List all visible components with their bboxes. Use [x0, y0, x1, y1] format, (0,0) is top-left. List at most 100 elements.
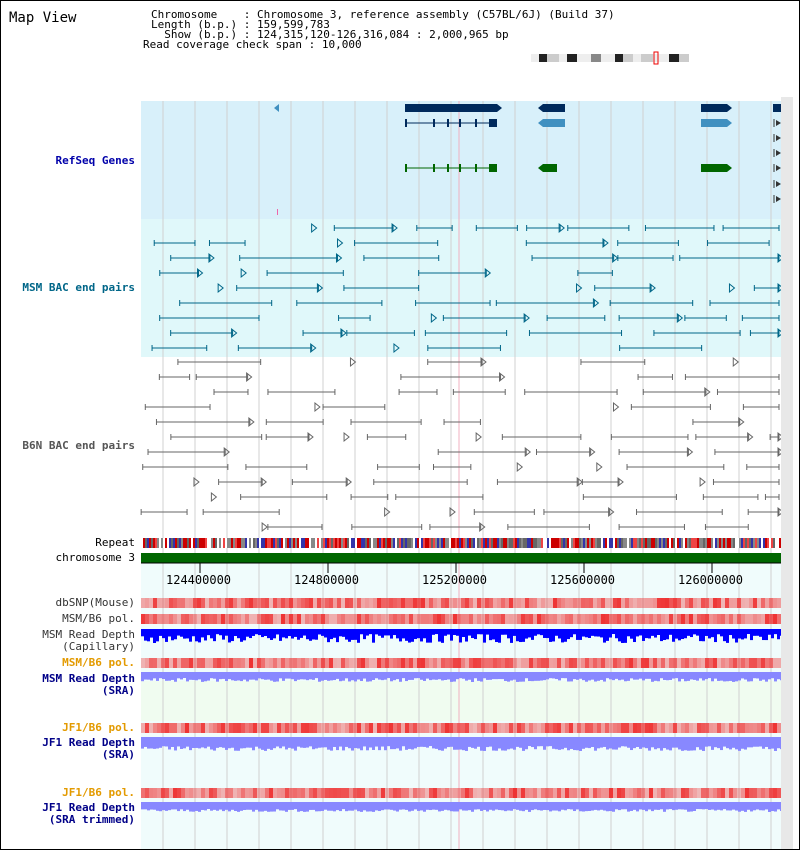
vertical-scrollbar[interactable]: [781, 97, 793, 849]
b6n-bac-end-arrow: [777, 506, 784, 518]
gene-exon: [495, 164, 497, 172]
jf1-b6-pol-heat-cell: [717, 723, 721, 733]
jf1-trimmed-depth-bar: [609, 802, 612, 812]
jf1-read-depth-sra-sub: (SRA): [101, 748, 135, 761]
msm-b6-pol-heat-cell: [337, 614, 341, 624]
msm-sra-depth-bar: [213, 672, 216, 679]
msm-sra-depth-bar: [303, 672, 306, 680]
repeat-segment: [189, 538, 191, 548]
repeat-segment: [217, 538, 219, 548]
jf1-b6-pol-heat-cell: [357, 788, 361, 798]
jf1-b6-pol-heat-cell: [173, 788, 177, 798]
msm-bac-label[interactable]: MSM BAC end pairs: [22, 281, 135, 294]
jf1-read-depth-trim-label[interactable]: JF1 Read Depth: [42, 801, 135, 814]
jf1-sra-depth-bar: [363, 737, 366, 747]
jf1-b6-pol-heat-cell: [661, 723, 665, 733]
jf1-sra-depth-bar: [579, 737, 582, 751]
jf1-sra-depth-bar: [402, 737, 405, 747]
repeat-segment: [625, 538, 627, 548]
msm-b6-pol-heat-cell: [593, 614, 597, 624]
msm-sra-depth-bar: [468, 672, 471, 680]
jf1-b6-pol-heat-cell: [749, 723, 753, 733]
msm-sra-depth-bar: [372, 672, 375, 681]
jf1-sra-depth-bar: [405, 737, 408, 750]
jf1-trimmed-depth-bar: [267, 802, 270, 812]
repeat-segment: [303, 538, 305, 548]
msm-b6-pol-heat-cell: [665, 658, 669, 668]
msm-sra-depth-bar: [174, 672, 177, 682]
msm-read-depth-sra-label[interactable]: MSM Read Depth: [42, 672, 135, 685]
jf1-b6-pol-heat-cell: [605, 723, 609, 733]
msm-b6-pol-heat-cell: [601, 658, 605, 668]
dbsnp-heat-cell: [701, 598, 705, 608]
refseq-genes-label[interactable]: RefSeq Genes: [55, 154, 135, 167]
ideogram-band: [669, 54, 679, 62]
jf1-b6-pol-heat-cell: [537, 723, 541, 733]
msm-b6-pol-heat-cell: [437, 658, 441, 668]
msm-capillary-depth-bar: [237, 629, 240, 639]
jf1-b6-pol-heat-cell: [521, 788, 525, 798]
jf1-b6-pol-heat-cell: [189, 723, 193, 733]
jf1-trimmed-depth-bar: [408, 802, 411, 812]
jf1-b6-pol-label-1[interactable]: JF1/B6 pol.: [62, 721, 135, 734]
repeat-segment: [547, 538, 549, 548]
dbsnp-heat-cell: [393, 598, 397, 608]
msm-b6-pol-heat-cell: [425, 658, 429, 668]
jf1-b6-pol-heat-cell: [553, 723, 557, 733]
jf1-trimmed-depth-bar: [774, 802, 777, 812]
dbsnp-heat-cell: [717, 598, 721, 608]
repeat-segment: [477, 538, 479, 548]
jf1-read-depth-sra-label[interactable]: JF1 Read Depth: [42, 736, 135, 749]
dbsnp-heat-cell: [545, 598, 549, 608]
jf1-b6-pol-heat-cell: [477, 723, 481, 733]
msm-b6-pol-heat-cell: [429, 658, 433, 668]
msm-capillary-depth-bar: [741, 629, 744, 640]
msm-sra-depth-bar: [750, 672, 753, 682]
jf1-b6-pol-label-2[interactable]: JF1/B6 pol.: [62, 786, 135, 799]
msm-b6-pol-heat-cell: [697, 614, 701, 624]
jf1-b6-pol-heat-cell: [673, 788, 677, 798]
repeat-label[interactable]: Repeat: [95, 536, 135, 549]
msm-capillary-depth-bar: [579, 629, 582, 640]
dbsnp-heat-cell: [601, 598, 605, 608]
msm-b6-pol-label-1[interactable]: MSM/B6 pol.: [62, 612, 135, 625]
jf1-sra-depth-bar: [558, 737, 561, 750]
repeat-segment: [705, 538, 707, 548]
msm-capillary-depth-bar: [573, 629, 576, 635]
jf1-b6-pol-heat-cell: [477, 788, 481, 798]
jf1-b6-pol-heat-cell: [421, 723, 425, 733]
jf1-b6-pol-heat-cell: [745, 723, 749, 733]
repeat-segment: [327, 538, 329, 548]
jf1-trimmed-depth-bar: [741, 802, 744, 811]
jf1-b6-pol-heat-cell: [205, 723, 209, 733]
b6n-bac-label[interactable]: B6N BAC end pairs: [22, 439, 135, 452]
msm-b6-pol-heat-cell: [677, 614, 681, 624]
dbsnp-heat-cell: [637, 598, 641, 608]
repeat-segment: [435, 538, 437, 548]
jf1-b6-pol-heat-cell: [549, 788, 553, 798]
msm-b6-pol-label-2[interactable]: MSM/B6 pol.: [62, 656, 135, 669]
repeat-segment: [353, 538, 355, 548]
repeat-segment: [393, 538, 395, 548]
jf1-b6-pol-heat-cell: [421, 788, 425, 798]
msm-b6-pol-heat-cell: [193, 658, 197, 668]
dbsnp-label[interactable]: dbSNP(Mouse): [55, 596, 135, 609]
jf1-b6-pol-heat-cell: [469, 723, 473, 733]
msm-read-depth-cap-label[interactable]: MSM Read Depth: [42, 628, 135, 641]
jf1-trimmed-depth-bar: [726, 802, 729, 811]
jf1-sra-depth-bar: [180, 737, 183, 749]
msm-sra-depth-bar: [366, 672, 369, 682]
repeat-segment: [225, 538, 227, 548]
jf1-trimmed-depth-bar: [372, 802, 375, 812]
chromosome-track-label[interactable]: chromosome 3: [55, 551, 135, 564]
jf1-b6-pol-heat-cell: [585, 788, 589, 798]
jf1-b6-pol-heat-cell: [737, 723, 741, 733]
msm-sra-depth-bar: [738, 672, 741, 681]
msm-sra-depth-bar: [279, 672, 282, 679]
jf1-sra-depth-bar: [699, 737, 702, 750]
repeat-segment: [249, 538, 251, 548]
msm-b6-pol-heat-cell: [625, 614, 629, 624]
repeat-segment: [173, 538, 175, 548]
repeat-segment: [639, 538, 641, 548]
